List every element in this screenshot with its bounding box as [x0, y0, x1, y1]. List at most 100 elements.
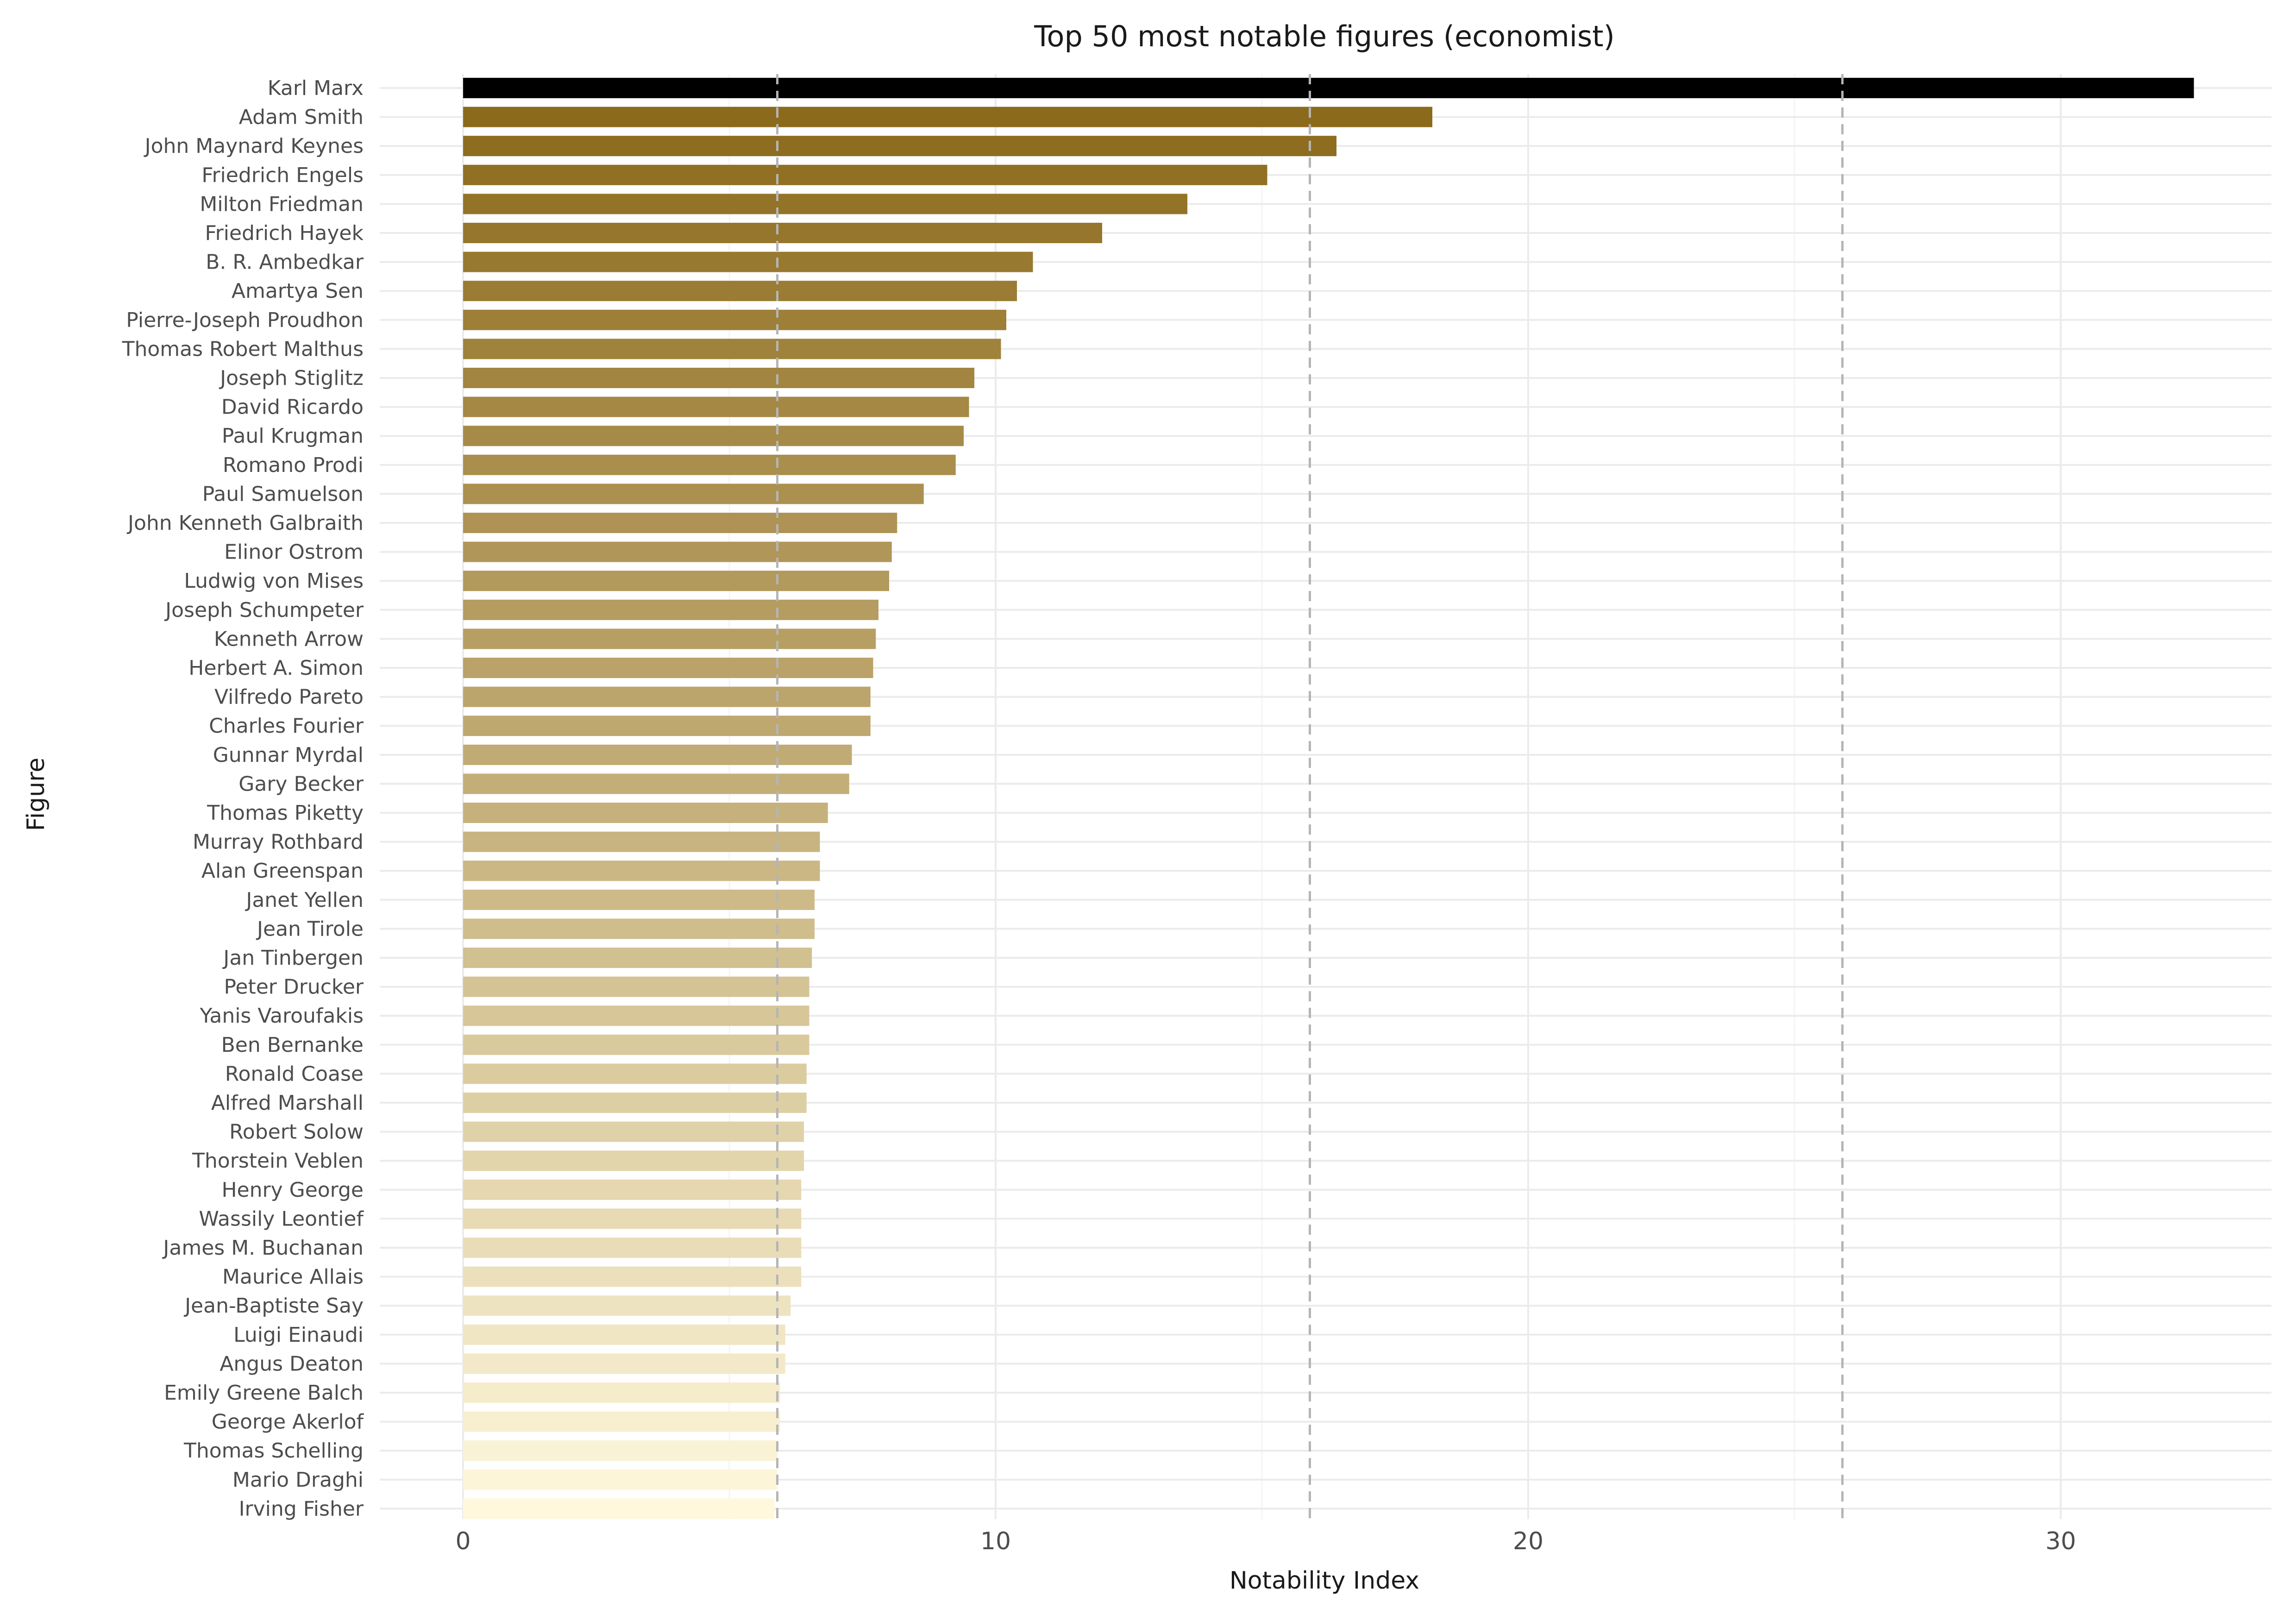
- category-label: Gunnar Myrdal: [213, 743, 364, 767]
- bar: [463, 1150, 804, 1171]
- bar: [463, 1093, 807, 1113]
- category-label: Friedrich Engels: [201, 163, 364, 187]
- bar: [463, 396, 969, 417]
- category-label: Paul Krugman: [222, 424, 364, 448]
- bar: [463, 194, 1187, 214]
- category-label: John Kenneth Galbraith: [126, 511, 364, 535]
- bar: [463, 1498, 775, 1519]
- bar: [463, 1005, 809, 1026]
- category-label: Janet Yellen: [245, 888, 364, 912]
- category-label: Thomas Robert Malthus: [122, 337, 364, 361]
- bar: [463, 1208, 802, 1229]
- category-label: Ronald Coase: [225, 1062, 364, 1086]
- category-label: Joseph Schumpeter: [164, 598, 364, 622]
- bar: [463, 339, 1001, 359]
- bar: [463, 1411, 780, 1432]
- bar: [463, 454, 956, 475]
- bar: [463, 658, 873, 678]
- category-label: Charles Fourier: [209, 714, 364, 738]
- bar: [463, 1440, 778, 1461]
- bar: [463, 484, 924, 504]
- category-label: Ludwig von Mises: [184, 569, 364, 593]
- category-label: Milton Friedman: [200, 192, 364, 216]
- bar: [463, 164, 1267, 185]
- category-label: Thorstein Veblen: [192, 1149, 364, 1173]
- x-tick-labels: 0 10 20 30: [455, 1527, 2076, 1555]
- category-label: Alan Greenspan: [201, 859, 364, 883]
- x-tick-label: 10: [980, 1527, 1011, 1555]
- bar: [463, 889, 815, 910]
- bar: [463, 686, 871, 707]
- bar: [463, 281, 1017, 302]
- category-label: Irving Fisher: [239, 1497, 364, 1521]
- bar: [463, 541, 892, 562]
- category-label: Friedrich Hayek: [205, 221, 364, 245]
- bar: [463, 628, 876, 649]
- bar: [463, 1353, 785, 1374]
- category-label: Paul Samuelson: [202, 482, 364, 506]
- bar: [463, 251, 1033, 272]
- category-label: Vilfredo Pareto: [214, 685, 364, 709]
- category-label: Ben Bernanke: [221, 1033, 364, 1057]
- bar: [463, 1179, 802, 1200]
- bar: [463, 571, 889, 591]
- bar: [463, 78, 2194, 98]
- bar: [463, 368, 974, 388]
- category-label: Henry George: [221, 1178, 364, 1202]
- bar: [463, 1238, 802, 1258]
- bar: [463, 309, 1006, 330]
- bar: [463, 1266, 802, 1287]
- category-label: Robert Solow: [229, 1120, 364, 1144]
- category-label: Kenneth Arrow: [214, 627, 364, 651]
- category-label: James M. Buchanan: [162, 1236, 364, 1260]
- category-label: Mario Draghi: [232, 1468, 364, 1492]
- bar: [463, 976, 809, 997]
- category-label: Jean-Baptiste Say: [183, 1294, 364, 1318]
- category-label: Gary Becker: [238, 772, 364, 796]
- bar: [463, 831, 820, 852]
- x-axis-title: Notability Index: [1230, 1567, 1419, 1595]
- bar: [463, 861, 820, 881]
- bar: [463, 1324, 785, 1345]
- bar: [463, 599, 878, 620]
- category-label: Luigi Einaudi: [233, 1323, 364, 1347]
- bar: [463, 1063, 807, 1084]
- category-label: Herbert A. Simon: [188, 656, 364, 680]
- x-tick-label: 30: [2045, 1527, 2076, 1555]
- category-label: Yanis Varoufakis: [200, 1004, 364, 1028]
- category-label: Romano Prodi: [223, 453, 364, 477]
- bar: [463, 1382, 780, 1403]
- category-label: Angus Deaton: [220, 1352, 364, 1376]
- category-label: B. R. Ambedkar: [206, 251, 364, 274]
- bar: [463, 918, 815, 939]
- bar: [463, 1469, 778, 1490]
- category-label: Adam Smith: [239, 106, 364, 129]
- category-label: Maurice Allais: [222, 1265, 364, 1289]
- category-label: Jan Tinbergen: [222, 946, 364, 970]
- bar: [463, 948, 812, 968]
- bars: [463, 78, 2194, 1519]
- bar: [463, 803, 828, 823]
- chart-title: Top 50 most notable figures (economist): [1034, 19, 1615, 53]
- bar: [463, 773, 849, 794]
- bar: [463, 426, 964, 446]
- category-label: David Ricardo: [221, 396, 364, 419]
- category-label: Jean Tirole: [256, 917, 364, 941]
- bar: [463, 1121, 804, 1142]
- bar: [463, 223, 1102, 243]
- category-labels: Karl Marx Adam Smith John Maynard Keynes Fr…: [122, 76, 364, 1521]
- bar: [463, 107, 1432, 127]
- category-label: George Akerlof: [212, 1410, 364, 1434]
- x-tick-label: 0: [455, 1527, 470, 1555]
- category-label: Peter Drucker: [224, 975, 364, 999]
- category-label: Joseph Stiglitz: [219, 366, 364, 390]
- x-tick-label: 20: [1513, 1527, 1543, 1555]
- category-label: Murray Rothbard: [193, 830, 364, 854]
- category-label: Pierre-Joseph Proudhon: [126, 308, 364, 332]
- category-label: John Maynard Keynes: [144, 134, 364, 158]
- category-label: Elinor Ostrom: [224, 540, 364, 564]
- category-label: Thomas Piketty: [207, 801, 364, 825]
- bar: [463, 1295, 791, 1316]
- category-label: Emily Greene Balch: [164, 1381, 364, 1405]
